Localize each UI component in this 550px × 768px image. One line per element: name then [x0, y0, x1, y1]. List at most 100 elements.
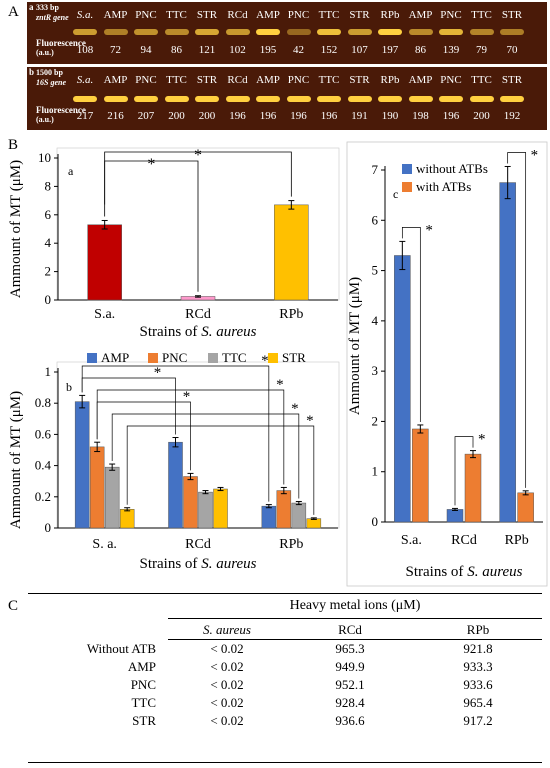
gel-band [378, 96, 402, 102]
row-label: STR [132, 713, 156, 728]
gel-band [469, 29, 494, 35]
legend-label: without ATBs [416, 161, 488, 176]
gel-image-zntr: a 333 bp zntR gene Fluorescence (a.u.) S… [27, 2, 547, 64]
chart-sub-label: c [393, 187, 398, 201]
table-cell: < 0.02 [210, 713, 244, 728]
gel-fluorescence-value: 94 [140, 44, 152, 56]
gel-fluorescence-value: 86 [415, 44, 426, 56]
gel-band [73, 29, 97, 35]
x-tick-label: RCd [451, 533, 477, 548]
significance-bracket [507, 152, 527, 488]
gel-fluorescence-value: 121 [198, 44, 216, 56]
y-axis-label: Ammount of MT (μM) [8, 160, 24, 298]
gel-band [164, 96, 189, 102]
gel-band [500, 29, 524, 35]
significance-star: * [147, 156, 155, 173]
y-tick-label: 10 [38, 150, 51, 165]
y-tick-label: 5 [372, 263, 379, 278]
gel-fluorescence-value: 200 [168, 110, 185, 122]
y-tick-label: 0 [372, 514, 379, 529]
gel-unit-label: (a.u.) [36, 48, 54, 57]
y-tick-label: 7 [372, 162, 379, 177]
x-tick-label: RPb [279, 307, 303, 322]
table-row: AMP < 0.02 949.9 933.3 [28, 658, 542, 676]
significance-bracket [81, 377, 176, 435]
gel-lane-label: AMP [103, 74, 128, 86]
table-cell: 949.9 [335, 659, 365, 674]
significance-star: * [194, 147, 202, 164]
table-header-row: S. aureus RCd RPb [28, 621, 542, 639]
results-table: S. aureus RCd RPb Without ATB < 0.02 965… [28, 621, 542, 730]
significance-bracket [104, 151, 292, 205]
gel-lane-label: PNC [440, 74, 462, 86]
gel-lane-label: STR [501, 74, 523, 86]
gel-lane-label: TTC [471, 9, 492, 21]
gel-band [408, 29, 433, 35]
y-tick-label: 6 [372, 212, 379, 227]
bar [261, 505, 277, 529]
y-tick-label: 8 [45, 178, 52, 193]
y-tick-label: 0.8 [35, 395, 51, 410]
gel-band [256, 29, 280, 35]
gel-band [195, 96, 219, 102]
chart-c-mt-with-without-atb: 0 1 2 3 4 5 6 7c without ATBs with ATBs * S.a. * RCd *… [346, 141, 548, 587]
gel-fluorescence-value: 200 [198, 110, 216, 122]
gel-fluorescence-value: 192 [503, 110, 521, 122]
legend-swatch [208, 353, 218, 363]
bar [412, 428, 429, 523]
bar [446, 509, 464, 523]
table-bottom-rule [28, 762, 542, 763]
gel-fluorescence-value: 42 [293, 44, 304, 56]
col-header-s-aureus: S. aureus [203, 622, 251, 637]
gel-band [286, 29, 311, 35]
table-row: PNC < 0.02 952.1 933.6 [28, 676, 542, 694]
gel-lane-label: AMP [408, 9, 433, 21]
bar [89, 446, 105, 529]
gel-band [103, 96, 128, 102]
gel-unit-label: (a.u.) [36, 115, 54, 124]
significance-bracket [111, 413, 300, 499]
gel-gene-label: zntR gene [36, 13, 69, 22]
gel-fluorescence-value: 70 [506, 44, 518, 56]
table-row: TTC < 0.02 928.4 965.4 [28, 694, 542, 712]
gel-fluorescence-value: 197 [381, 44, 399, 56]
x-tick-label: S.a. [401, 533, 422, 548]
gel-lane-label: TTC [166, 74, 187, 86]
gel-band [103, 29, 128, 35]
chart-sub-label: a [68, 164, 74, 178]
chart-a-mt-amount: 0 2 4 6 8 10 a S.a. RCd RPb * * Strains of S. aureus… [8, 147, 340, 338]
gel-fluorescence-value: 200 [473, 110, 490, 122]
gel-lane-label: PNC [440, 9, 462, 21]
bar [213, 488, 228, 529]
bar [291, 502, 307, 529]
panel-label-b: B [8, 137, 19, 153]
gel-lane-label: PNC [287, 74, 310, 86]
gel-lane-label: S.a. [76, 9, 94, 21]
table-cell: 965.3 [335, 641, 365, 656]
table-cell: 933.3 [463, 659, 493, 674]
x-tick-label: S.a. [94, 307, 115, 322]
table-cell: 933.6 [463, 677, 493, 692]
bar [168, 441, 183, 529]
bar [183, 476, 198, 529]
legend-label: STR [282, 350, 306, 365]
y-tick-label: 0.2 [35, 489, 51, 504]
gel-lane-label: STR [349, 9, 370, 21]
x-tick-label: S. a. [92, 537, 117, 552]
gel-lane-label: RPb [380, 74, 400, 86]
panel-label-c: C [8, 598, 19, 614]
x-axis-label: Strains of S. aureus [140, 324, 257, 338]
y-tick-label: 1 [45, 364, 52, 379]
bar [464, 453, 482, 523]
gel-fluorescence-value: 195 [259, 44, 277, 56]
legend-label: TTC [222, 350, 247, 365]
gel-band [378, 29, 402, 35]
legend-swatch [148, 353, 158, 363]
bar [104, 466, 120, 529]
legend-swatch [402, 164, 412, 174]
table-cell: 952.1 [335, 677, 365, 692]
gel-lane-label: TTC [471, 74, 492, 86]
row-label: PNC [130, 677, 156, 692]
bar [394, 255, 411, 523]
gel-band [469, 96, 494, 102]
